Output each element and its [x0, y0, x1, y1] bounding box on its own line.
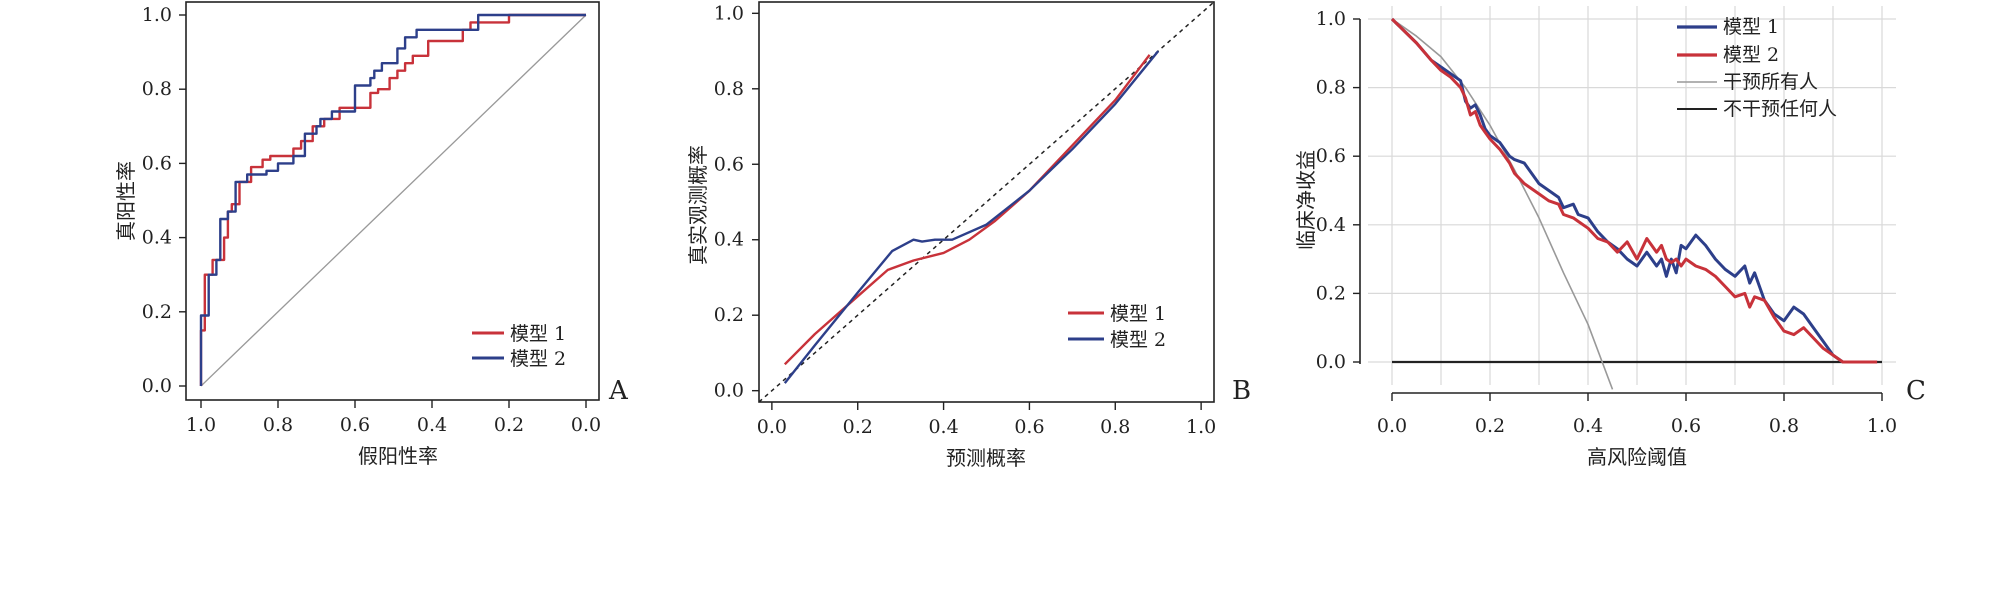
calibration-legend-label-model1: 模型 1 [1110, 303, 1166, 325]
panel-label-b: B [1232, 376, 1251, 406]
panel-label-a: A [608, 376, 629, 406]
decision-curve-model2 [1390, 17, 1878, 364]
decision-curve-y-axis-label: 临床净收益 [1294, 150, 1318, 250]
roc-x-tick-label: 0.6 [340, 414, 370, 436]
calibration-y-ticks: 0.0 0.2 0.4 0.6 0.8 1.0 [714, 2, 759, 402]
calibration-x-tick-label: 1.0 [1186, 416, 1216, 438]
roc-curve-model1 [199, 13, 586, 386]
decision-curve-series [1390, 17, 1882, 390]
decision-curve-y-ticks: 0.0 0.2 0.4 0.6 0.8 1.0 [1316, 8, 1360, 373]
roc-y-ticks: 0.0 0.2 0.4 0.6 0.8 1.0 [142, 4, 186, 397]
decision-y-tick-label: 0.8 [1316, 77, 1346, 99]
calibration-series [758, 1, 1215, 403]
decision-x-tick-label: 0.4 [1573, 415, 1603, 437]
calibration-x-tick-label: 0.2 [843, 416, 873, 438]
decision-y-tick-label: 0.0 [1316, 351, 1346, 373]
decision-x-tick-label: 0.6 [1671, 415, 1701, 437]
roc-series [199, 13, 587, 387]
calibration-x-tick-label: 0.6 [1014, 416, 1044, 438]
calibration-y-axis-label: 真实观测概率 [686, 145, 710, 265]
calibration-y-tick-label: 0.0 [714, 380, 744, 402]
calibration-y-tick-label: 0.6 [714, 153, 744, 175]
calibration-x-tick-label: 0.4 [928, 416, 958, 438]
decision-y-tick-label: 0.4 [1316, 214, 1346, 236]
calibration-curve-model2 [783, 50, 1160, 384]
decision-curve-x-ticks: 0.0 0.2 0.4 0.6 0.8 1.0 [1377, 393, 1897, 437]
roc-x-tick-label: 0.2 [494, 414, 524, 436]
decision-curve-x-axis-label: 高风险阈值 [1587, 445, 1687, 469]
decision-curve-grid [1368, 6, 1896, 385]
calibration-y-tick-label: 0.2 [714, 304, 744, 326]
roc-curve-model2 [199, 13, 586, 386]
calibration-y-tick-label: 1.0 [714, 2, 744, 24]
roc-x-tick-label: 0.8 [263, 414, 293, 436]
roc-legend: 模型 1 模型 2 [472, 323, 566, 370]
roc-legend-label-model2: 模型 2 [510, 348, 566, 370]
calibration-legend-label-model2: 模型 2 [1110, 329, 1166, 351]
calibration-chart: 0.0 0.2 0.4 0.6 0.8 1.0 0.0 0.2 0.4 0.6 0.8 1.0 预测… [686, 1, 1251, 470]
decision-y-tick-label: 0.6 [1316, 145, 1346, 167]
calibration-x-axis-label: 预测概率 [946, 446, 1026, 470]
calibration-legend: 模型 1 模型 2 [1068, 303, 1166, 351]
roc-x-tick-label: 0.0 [571, 414, 601, 436]
roc-y-axis-label: 真阳性率 [114, 161, 138, 241]
decision-x-tick-label: 0.8 [1769, 415, 1799, 437]
decision-x-tick-label: 0.2 [1475, 415, 1505, 437]
decision-curve-legend: 模型 1 模型 2 干预所有人 不干预任何人 [1677, 16, 1837, 120]
decision-legend-label-treat-all: 干预所有人 [1723, 71, 1818, 93]
roc-y-tick-label: 0.8 [142, 78, 172, 100]
roc-x-tick-label: 0.4 [417, 414, 447, 436]
calibration-x-ticks: 0.0 0.2 0.4 0.6 0.8 1.0 [757, 402, 1216, 438]
decision-y-tick-label: 0.2 [1316, 282, 1346, 304]
decision-legend-label-treat-none: 不干预任何人 [1723, 98, 1837, 120]
decision-legend-label-model2: 模型 2 [1723, 44, 1779, 66]
calibration-plot-frame [758, 1, 1215, 403]
panel-label-c: C [1906, 376, 1926, 406]
roc-y-tick-label: 0.2 [142, 301, 172, 323]
roc-x-tick-label: 1.0 [186, 414, 216, 436]
roc-reference-diagonal [200, 14, 587, 387]
decision-x-tick-label: 0.0 [1377, 415, 1407, 437]
roc-y-tick-label: 0.6 [142, 152, 172, 174]
decision-curve-chart: 0.0 0.2 0.4 0.6 0.8 1.0 0.0 0.2 0.4 0.6 0.8 1.0 高风… [1294, 6, 1926, 469]
roc-chart: 0.0 0.2 0.4 0.6 0.8 1.0 1.0 0.8 0.6 0.4 0.2 0.0 假阳… [114, 1, 629, 468]
roc-y-tick-label: 0.4 [142, 227, 172, 249]
decision-curve-treat-all [1391, 18, 1614, 390]
decision-legend-label-model1: 模型 1 [1723, 16, 1779, 38]
calibration-y-tick-label: 0.4 [714, 229, 744, 251]
decision-x-tick-label: 1.0 [1867, 415, 1897, 437]
roc-y-tick-label: 1.0 [142, 4, 172, 26]
calibration-y-tick-label: 0.8 [714, 78, 744, 100]
calibration-curve-model1 [783, 54, 1151, 366]
roc-plot-frame [185, 1, 600, 401]
decision-y-tick-label: 1.0 [1316, 8, 1346, 30]
calibration-x-tick-label: 0.0 [757, 416, 787, 438]
roc-y-tick-label: 0.0 [142, 375, 172, 397]
roc-x-ticks: 1.0 0.8 0.6 0.4 0.2 0.0 [186, 400, 601, 436]
roc-legend-label-model1: 模型 1 [510, 323, 566, 345]
roc-x-axis-label: 假阳性率 [358, 444, 438, 468]
calibration-x-tick-label: 0.8 [1100, 416, 1130, 438]
